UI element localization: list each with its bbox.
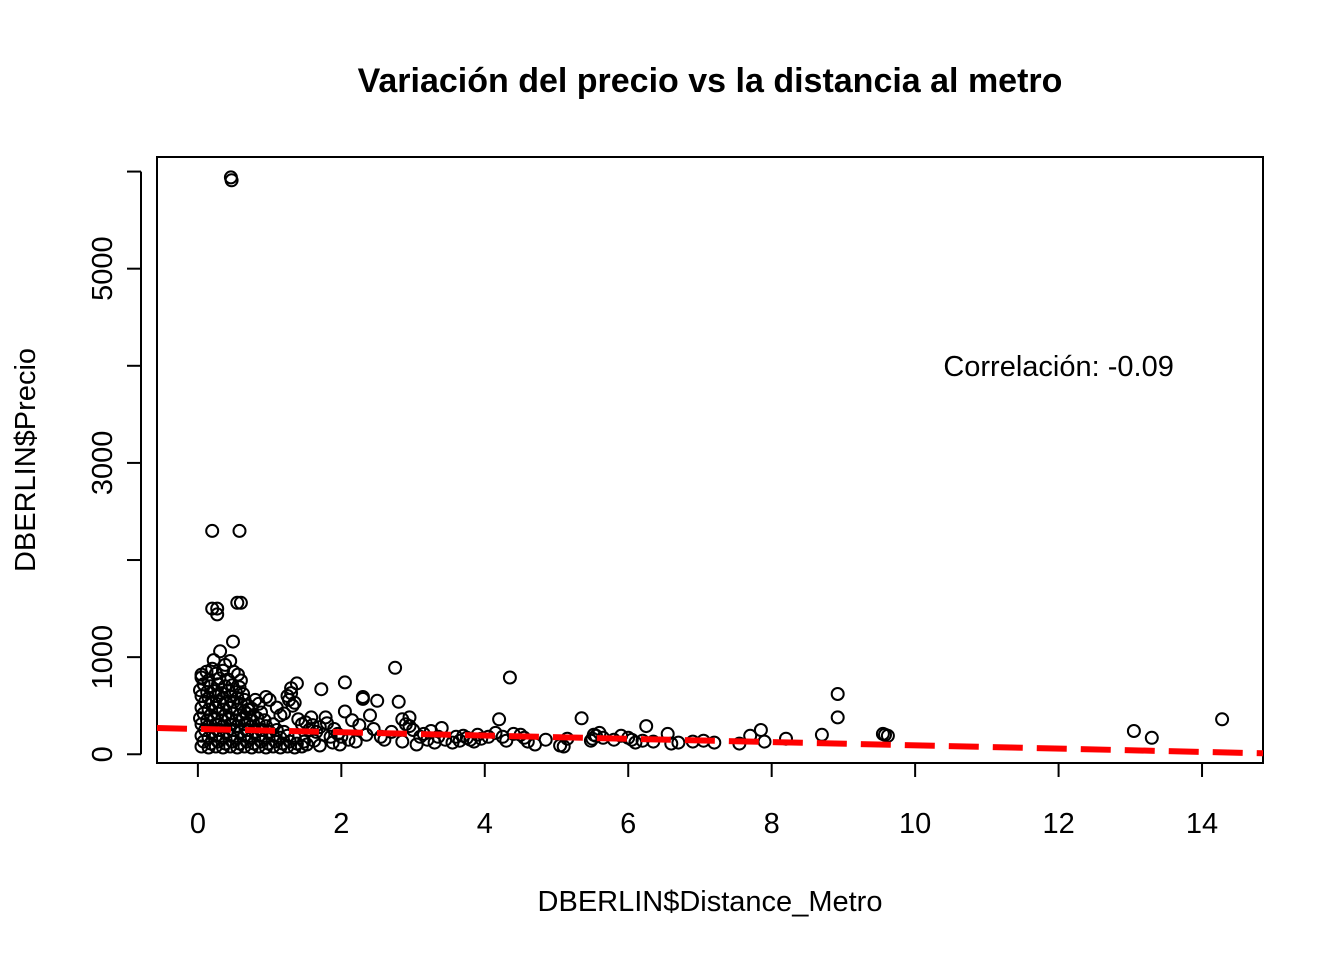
data-point: [266, 739, 281, 754]
data-point: [318, 710, 333, 725]
chart-title: Variación del precio vs la distancia al …: [358, 62, 1063, 100]
data-point: [262, 692, 277, 707]
data-point: [1126, 724, 1141, 738]
data-point: [194, 700, 209, 715]
data-point: [233, 595, 248, 610]
data-point: [193, 711, 207, 726]
data-point: [251, 739, 266, 754]
data-point: [224, 173, 239, 188]
data-point: [664, 736, 679, 751]
data-point: [388, 660, 403, 675]
plot-frame: [156, 156, 1264, 764]
x-tick-label: 6: [620, 808, 636, 840]
data-point: [208, 739, 223, 754]
data-point: [878, 727, 892, 742]
data-point: [237, 739, 252, 754]
data-point: [226, 634, 240, 649]
data-point: [304, 710, 319, 725]
data-point: [210, 607, 225, 622]
data-point: [337, 704, 352, 719]
data-point: [201, 740, 216, 755]
data-point: [241, 702, 256, 717]
data-point: [348, 734, 363, 749]
x-tick-label: 14: [1186, 808, 1218, 840]
x-tick-label: 10: [899, 808, 931, 840]
data-point: [628, 735, 643, 750]
data-point: [314, 682, 329, 697]
data-point: [284, 681, 299, 696]
data-point: [757, 734, 772, 749]
data-point: [366, 722, 381, 736]
data-point: [409, 737, 424, 752]
data-point: [210, 601, 225, 616]
data-point: [285, 698, 300, 713]
data-point: [244, 740, 259, 755]
data-point: [216, 740, 230, 755]
data-point: [248, 692, 263, 707]
y-axis-label: DBERLIN$Precio: [10, 348, 42, 572]
data-point: [291, 712, 306, 727]
data-point: [671, 735, 686, 750]
data-point: [230, 740, 245, 755]
data-point: [280, 739, 295, 754]
x-tick-label: 4: [477, 808, 493, 840]
x-tick-label: 0: [190, 808, 206, 840]
data-point: [193, 683, 207, 698]
y-tick-label: 5000: [87, 236, 119, 301]
data-point: [574, 711, 589, 726]
x-tick-label: 12: [1042, 808, 1074, 840]
data-point: [402, 719, 417, 734]
data-point: [370, 693, 385, 708]
y-tick-label: 0: [87, 746, 119, 762]
data-point: [345, 713, 360, 728]
data-point: [391, 694, 406, 709]
data-point: [395, 734, 410, 749]
data-point: [639, 719, 654, 734]
x-tick-label: 2: [333, 808, 349, 840]
data-point: [538, 732, 553, 747]
data-points: [193, 170, 1230, 755]
data-point: [355, 691, 370, 706]
data-point: [273, 708, 288, 723]
y-tick-label: 3000: [87, 431, 119, 496]
correlation-annotation: Correlación: -0.09: [943, 351, 1174, 383]
data-point: [492, 712, 507, 727]
data-point: [312, 738, 327, 753]
data-point: [337, 675, 352, 690]
data-point: [1144, 730, 1159, 745]
data-point: [259, 740, 273, 755]
data-point: [287, 695, 302, 710]
x-axis-label: DBERLIN$Distance_Metro: [538, 886, 883, 918]
x-tick-label: 8: [764, 808, 780, 840]
data-point: [1215, 712, 1230, 727]
data-point: [830, 687, 845, 701]
data-point: [753, 723, 768, 737]
y-axis: 0 1000 3000 5000: [87, 170, 142, 762]
data-point: [402, 710, 417, 725]
data-point: [452, 733, 467, 748]
data-point: [814, 727, 829, 742]
data-point: [205, 523, 220, 538]
data-point: [206, 653, 221, 668]
data-point: [556, 739, 571, 754]
data-point: [273, 740, 288, 755]
trend-line: [156, 725, 1264, 757]
data-point: [232, 523, 247, 538]
data-point: [194, 739, 209, 754]
data-point: [223, 739, 238, 754]
y-tick-label: 1000: [87, 625, 119, 690]
data-point: [502, 670, 517, 685]
data-point: [363, 708, 377, 723]
data-point: [830, 710, 845, 725]
x-axis: 0 2 4 6 8 10 12 14: [190, 762, 1218, 840]
